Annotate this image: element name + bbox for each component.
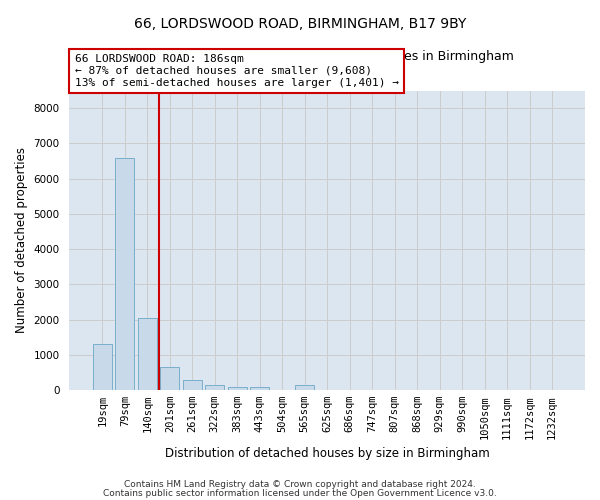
Bar — [138, 318, 157, 390]
Text: Contains HM Land Registry data © Crown copyright and database right 2024.: Contains HM Land Registry data © Crown c… — [124, 480, 476, 489]
Bar — [115, 158, 134, 390]
Bar — [228, 387, 247, 390]
Bar — [183, 380, 202, 390]
Bar — [93, 344, 112, 390]
X-axis label: Distribution of detached houses by size in Birmingham: Distribution of detached houses by size … — [165, 447, 490, 460]
Bar — [250, 387, 269, 390]
Bar — [160, 367, 179, 390]
Y-axis label: Number of detached properties: Number of detached properties — [15, 148, 28, 334]
Bar — [295, 386, 314, 390]
Bar — [205, 386, 224, 390]
Text: 66, LORDSWOOD ROAD, BIRMINGHAM, B17 9BY: 66, LORDSWOOD ROAD, BIRMINGHAM, B17 9BY — [134, 18, 466, 32]
Text: 66 LORDSWOOD ROAD: 186sqm
← 87% of detached houses are smaller (9,608)
13% of se: 66 LORDSWOOD ROAD: 186sqm ← 87% of detac… — [74, 54, 398, 88]
Title: Size of property relative to detached houses in Birmingham: Size of property relative to detached ho… — [140, 50, 514, 63]
Text: Contains public sector information licensed under the Open Government Licence v3: Contains public sector information licen… — [103, 488, 497, 498]
